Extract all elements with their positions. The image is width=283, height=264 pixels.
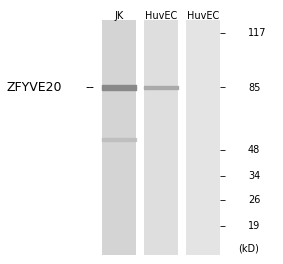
- Text: --: --: [85, 81, 95, 94]
- Text: 117: 117: [248, 28, 267, 38]
- Text: ZFYVE20: ZFYVE20: [7, 81, 63, 94]
- Text: --: --: [220, 28, 227, 38]
- Text: --: --: [220, 221, 227, 231]
- Text: 26: 26: [248, 195, 260, 205]
- Bar: [102, 20, 136, 255]
- Text: 85: 85: [248, 83, 260, 93]
- Text: 19: 19: [248, 221, 260, 231]
- Bar: [102, 85, 136, 90]
- Text: JK: JK: [114, 11, 124, 21]
- Text: HuvEC: HuvEC: [187, 11, 219, 21]
- Bar: [144, 20, 178, 255]
- Bar: [144, 86, 178, 89]
- Text: 34: 34: [248, 171, 260, 181]
- Text: --: --: [220, 83, 227, 93]
- Text: --: --: [220, 195, 227, 205]
- Text: --: --: [220, 145, 227, 155]
- Bar: [186, 20, 220, 255]
- Text: --: --: [220, 171, 227, 181]
- Text: (kD): (kD): [238, 243, 259, 253]
- Text: 48: 48: [248, 145, 260, 155]
- Bar: [102, 138, 136, 142]
- Text: HuvEC: HuvEC: [145, 11, 177, 21]
